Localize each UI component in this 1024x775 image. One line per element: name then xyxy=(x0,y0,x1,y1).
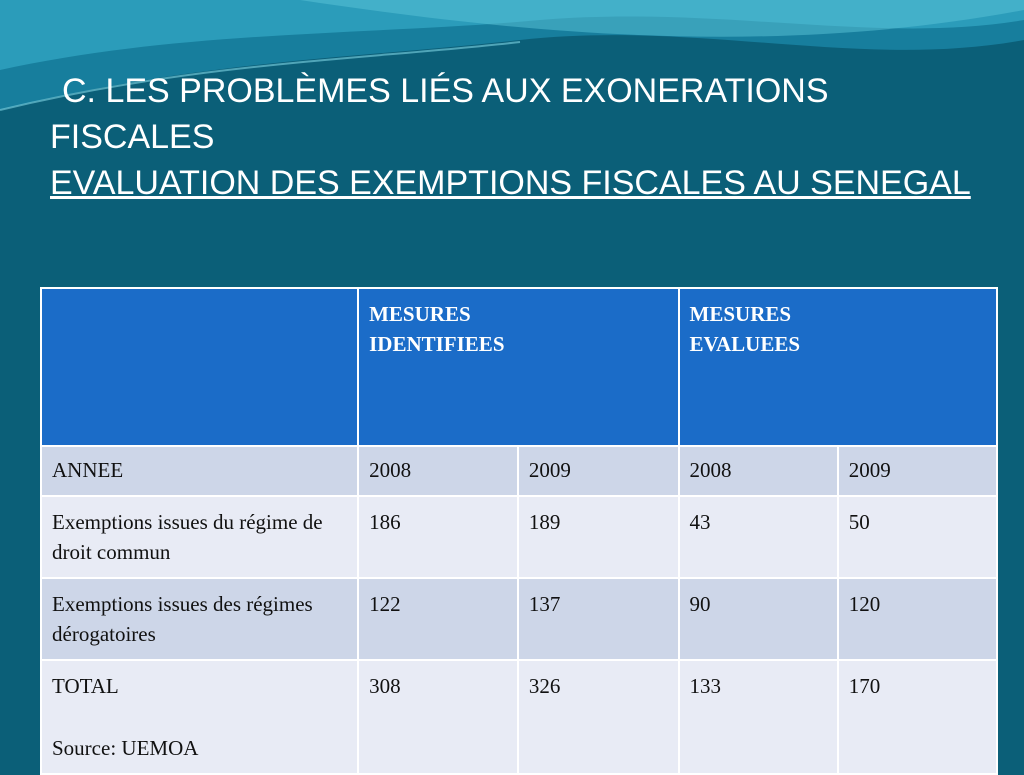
cell: 186 xyxy=(357,495,519,579)
cell: 133 xyxy=(677,659,839,775)
header-text: MESURES IDENTIFIEES xyxy=(369,302,505,356)
table-row: Exemptions issues du régime de droit com… xyxy=(39,495,999,579)
table-row: TOTAL Source: UEMOA 308 326 133 170 xyxy=(39,659,999,775)
cell: 2008 xyxy=(677,445,839,497)
header-row: MESURES IDENTIFIEES MESURES EVALUEES xyxy=(39,287,999,447)
header-text: MESURES EVALUEES xyxy=(689,302,801,356)
cell: 189 xyxy=(516,495,680,579)
header-cell: MESURES EVALUEES xyxy=(677,287,999,447)
cell: 50 xyxy=(836,495,999,579)
cell: 170 xyxy=(836,659,999,775)
source-note: Source: UEMOA xyxy=(52,736,199,760)
slide-title: C. LES PROBLÈMES LIÉS AUX EXONERATIONS F… xyxy=(50,68,980,206)
table-row: ANNEE 2008 2009 2008 2009 xyxy=(39,445,999,497)
cell: TOTAL Source: UEMOA xyxy=(39,659,360,775)
header-cell: MESURES IDENTIFIEES xyxy=(357,287,680,447)
cell: Exemptions issues des régimes dérogatoir… xyxy=(39,577,360,661)
cell: 43 xyxy=(677,495,839,579)
cell: 90 xyxy=(677,577,839,661)
cell: 2009 xyxy=(516,445,680,497)
subtitle-line: EVALUATION DES EXEMPTIONS FISCALES AU SE… xyxy=(50,164,971,202)
cell: 2008 xyxy=(357,445,519,497)
cell: 326 xyxy=(516,659,680,775)
cell: 120 xyxy=(836,577,999,661)
data-table: MESURES IDENTIFIEES MESURES EVALUEES ANN… xyxy=(39,287,999,775)
cell: Exemptions issues du régime de droit com… xyxy=(39,495,360,579)
cell-text: TOTAL xyxy=(52,674,119,698)
table-row: Exemptions issues des régimes dérogatoir… xyxy=(39,577,999,661)
cell: 308 xyxy=(357,659,519,775)
cell: 2009 xyxy=(836,445,999,497)
cell: ANNEE xyxy=(39,445,360,497)
cell: 137 xyxy=(516,577,680,661)
header-cell xyxy=(39,287,360,447)
title-line: C. LES PROBLÈMES LIÉS AUX EXONERATIONS F… xyxy=(50,72,829,156)
cell: 122 xyxy=(357,577,519,661)
